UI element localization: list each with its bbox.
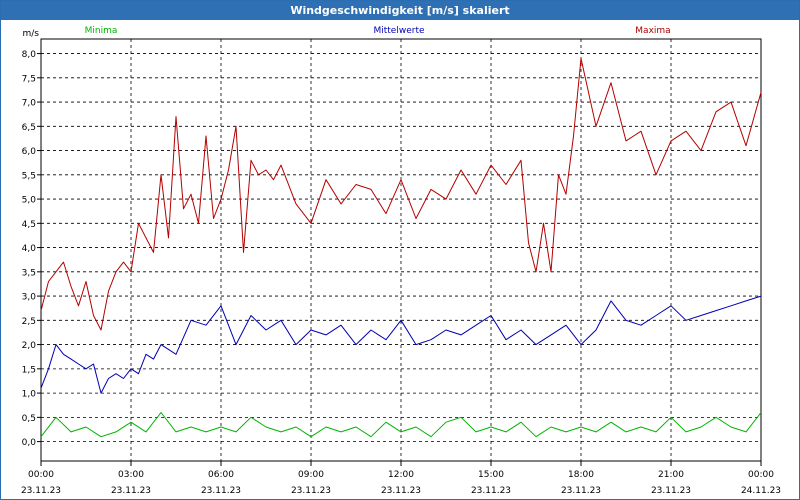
y-axis-label: m/s <box>23 29 40 39</box>
x-tick-time: 00:00 <box>748 470 774 480</box>
x-tick-time: 15:00 <box>478 470 504 480</box>
x-tick-time: 09:00 <box>298 470 324 480</box>
x-tick-date: 23.11.23 <box>201 486 241 496</box>
x-tick-date: 23.11.23 <box>291 486 331 496</box>
x-tick-date: 24.11.23 <box>741 486 781 496</box>
y-tick-label: 1,5 <box>22 365 36 375</box>
x-tick-date: 23.11.23 <box>381 486 421 496</box>
x-tick-time: 21:00 <box>658 470 684 480</box>
series-lines <box>40 57 762 438</box>
x-tick-date: 23.11.23 <box>651 486 691 496</box>
x-tick-time: 06:00 <box>208 470 234 480</box>
y-tick-label: 3,5 <box>22 268 36 278</box>
y-tick-label: 1,0 <box>22 390 37 400</box>
y-tick-label: 2,0 <box>22 341 37 351</box>
y-tick-label: 5,0 <box>22 196 37 206</box>
x-tick-time: 18:00 <box>568 470 594 480</box>
y-tick-label: 5,5 <box>22 171 36 181</box>
grid <box>41 39 761 461</box>
x-tick-time: 12:00 <box>388 470 414 480</box>
legend-minima: Minima <box>85 26 118 36</box>
x-tick-date: 23.11.23 <box>471 486 511 496</box>
y-tick-label: 4,0 <box>22 244 37 254</box>
legend-mittelwerte: Mittelwerte <box>373 26 424 36</box>
y-tick-label: 0,5 <box>22 414 36 424</box>
y-tick-label: 4,5 <box>22 220 36 230</box>
legend: Minima Mittelwerte Maxima <box>85 26 671 36</box>
x-tick-date: 23.11.23 <box>561 486 601 496</box>
y-tick-label: 2,5 <box>22 317 36 327</box>
x-tick-date: 23.11.23 <box>21 486 61 496</box>
y-tick-label: 0,0 <box>22 438 37 448</box>
series-line-maxima <box>40 57 762 331</box>
x-tick-time: 03:00 <box>118 470 144 480</box>
y-tick-label: 3,0 <box>22 293 37 303</box>
y-tick-label: 7,0 <box>22 99 37 109</box>
x-tick-time: 00:00 <box>28 470 54 480</box>
y-tick-label: 8,0 <box>22 50 37 60</box>
legend-maxima: Maxima <box>635 26 670 36</box>
y-tick-label: 6,0 <box>22 147 37 157</box>
series-line-mittelwerte <box>40 295 762 394</box>
series-line-minima <box>40 412 762 438</box>
axes: 0,0 0,5 1,0 1,5 2,0 2,5 3,0 3,5 4,0 4,5 5,0 5,5 6,0 6… <box>21 29 781 496</box>
x-tick-date: 23.11.23 <box>111 486 151 496</box>
window-title: Windgeschwindigkeit [m/s] skaliert <box>1 1 799 20</box>
y-tick-label: 7,5 <box>22 74 36 84</box>
y-tick-label: 6,5 <box>22 123 36 133</box>
